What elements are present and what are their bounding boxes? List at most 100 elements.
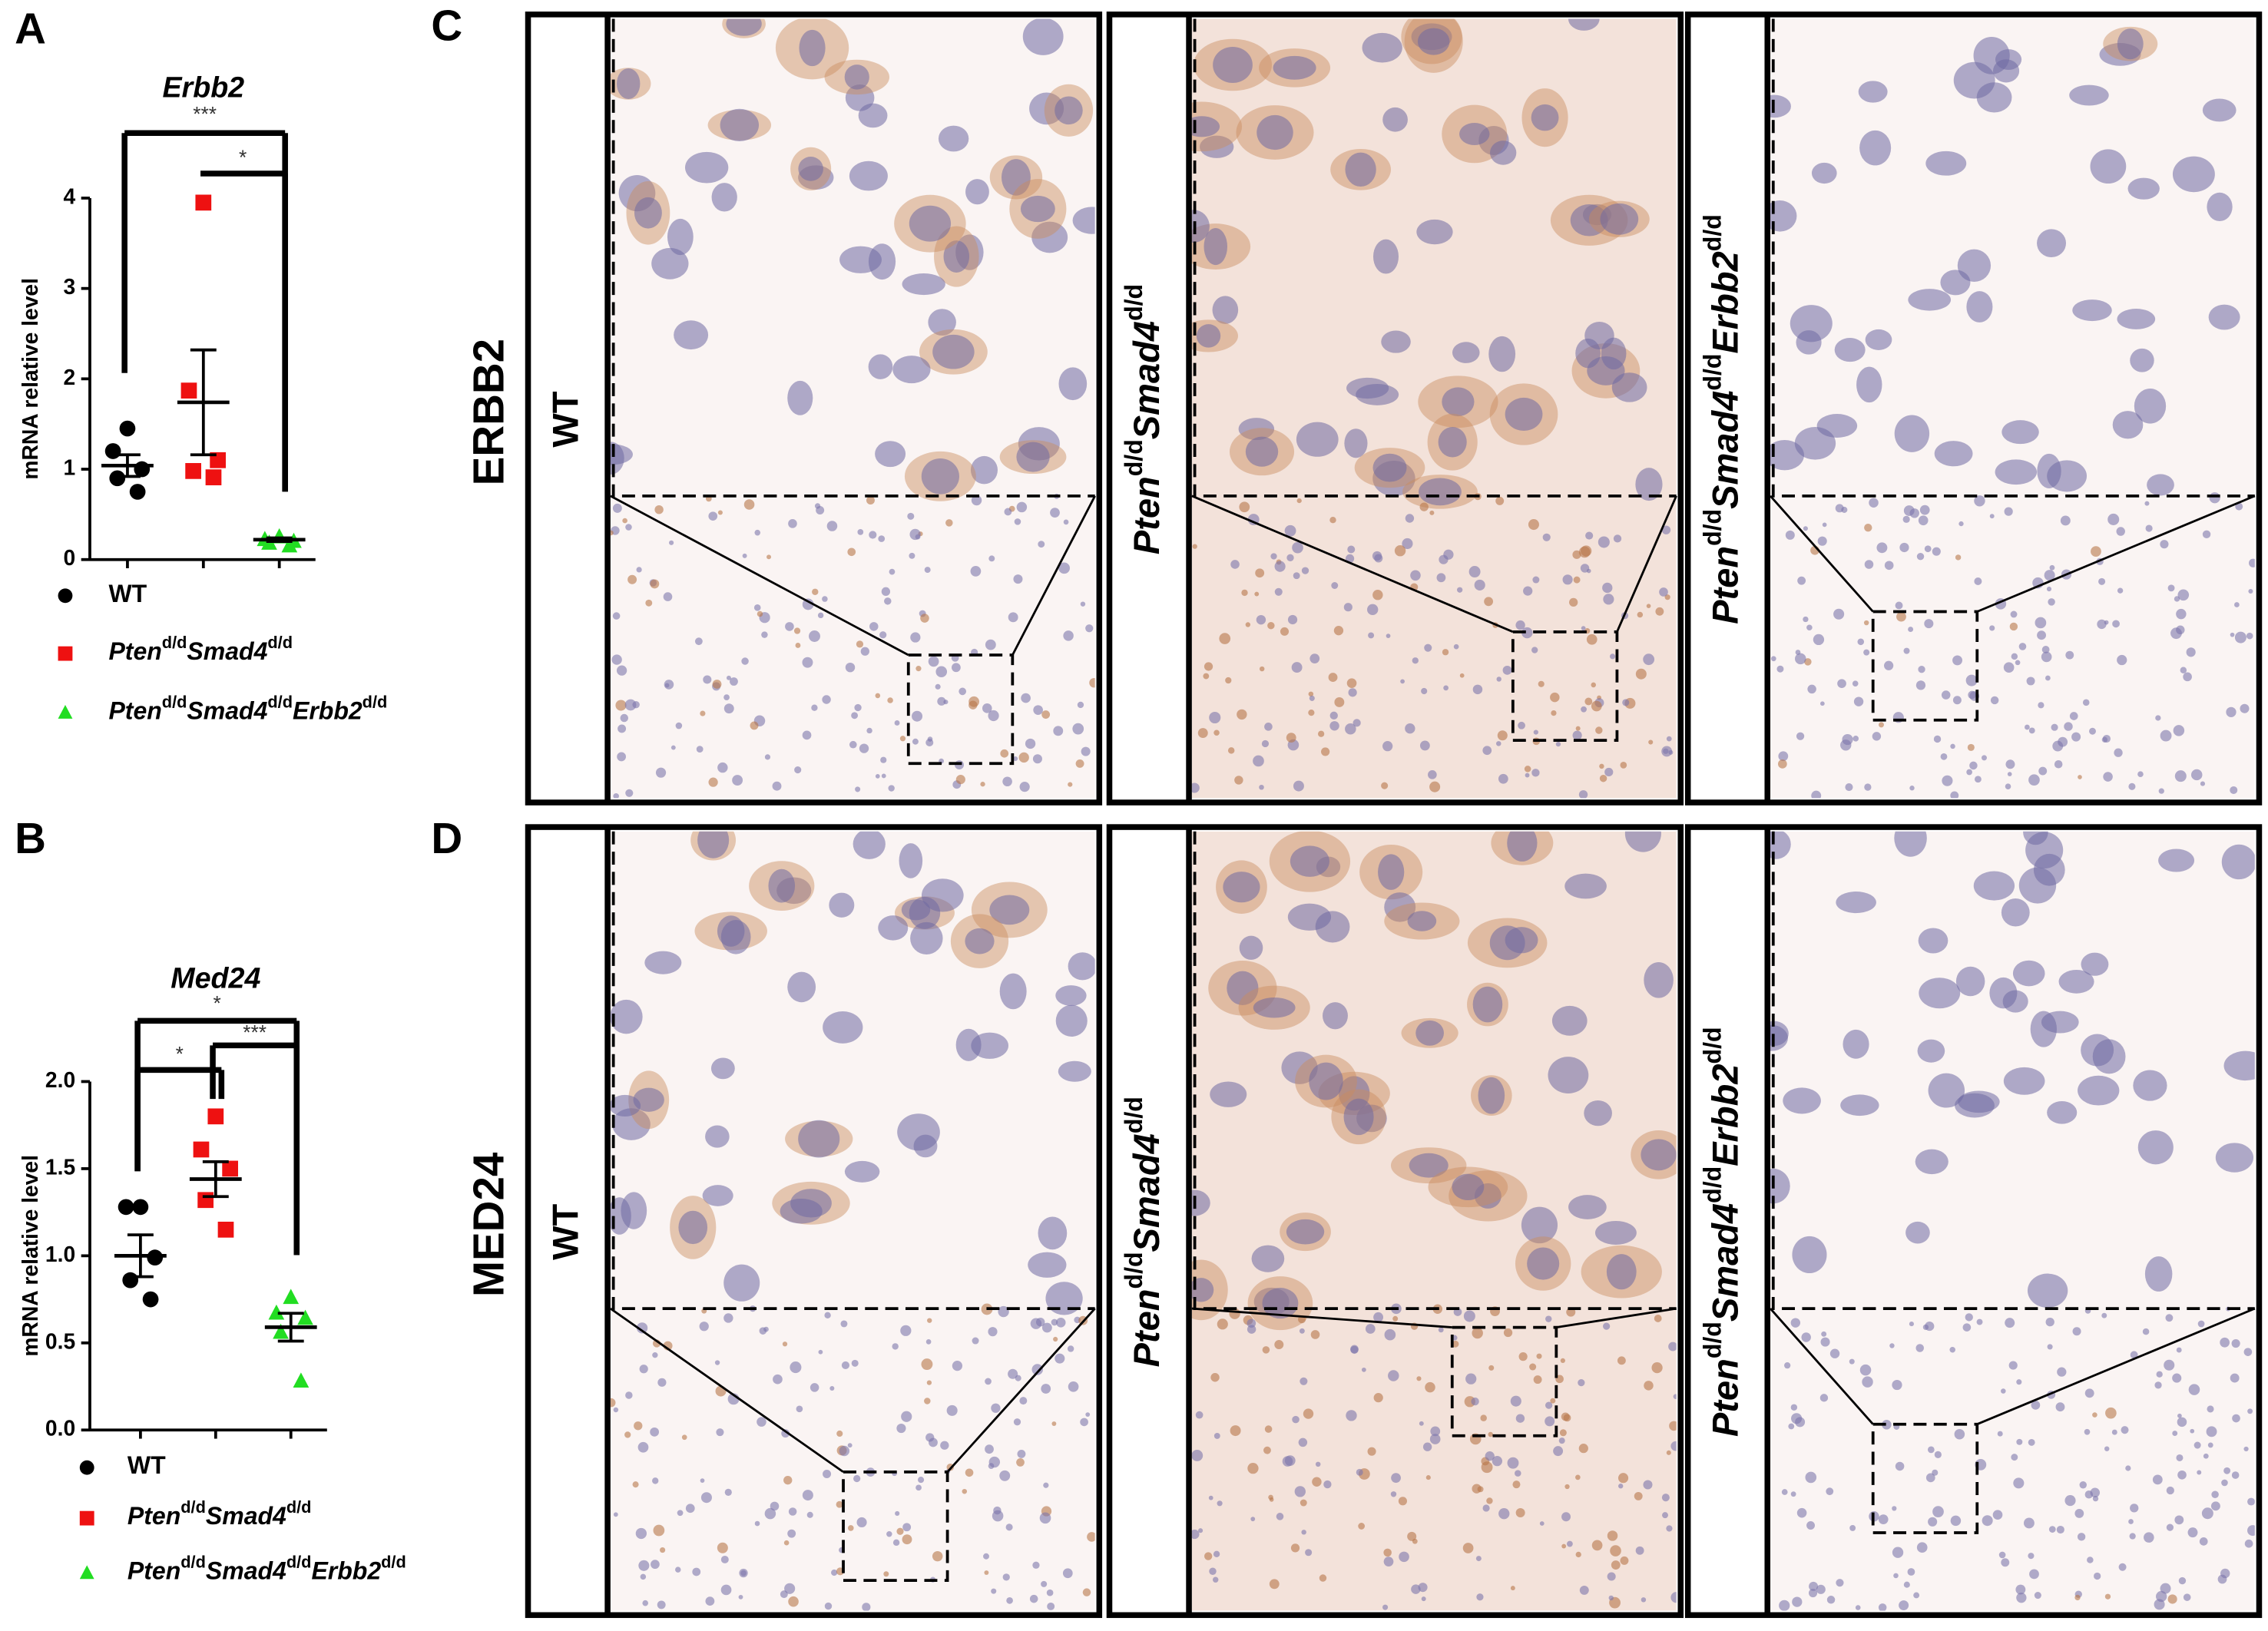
cell xyxy=(2190,1428,2195,1434)
cell xyxy=(1669,1421,1677,1431)
cell xyxy=(1982,1515,1993,1527)
cell xyxy=(1276,1513,1284,1520)
cell xyxy=(902,1534,912,1545)
cell xyxy=(1263,1446,1271,1454)
label-part: d/d xyxy=(1121,1097,1148,1133)
label-part: Smad4 xyxy=(1705,1203,1746,1322)
legend-label: Ptend/dSmad4d/dErbb2d/d xyxy=(108,693,387,725)
cell xyxy=(2156,1371,2163,1378)
cell xyxy=(1323,1480,1332,1489)
label-part: Pten xyxy=(1705,546,1746,624)
cell xyxy=(1927,1446,1935,1454)
cell xyxy=(1303,1408,1314,1419)
cell xyxy=(2007,772,2012,776)
nucleus xyxy=(2130,348,2154,372)
tissue xyxy=(1191,831,1677,1611)
cell xyxy=(1365,1324,1376,1334)
cell xyxy=(2105,1407,2117,1419)
cell xyxy=(1443,685,1449,691)
cell xyxy=(1210,1373,1220,1382)
cell xyxy=(970,566,982,577)
cell xyxy=(1864,523,1872,532)
frame xyxy=(1684,824,2263,1619)
cell xyxy=(793,627,801,634)
nucleus xyxy=(1210,1081,1247,1107)
cell xyxy=(883,1571,889,1577)
cell xyxy=(1245,622,1251,627)
cell xyxy=(1896,611,1906,622)
cell xyxy=(2078,775,2082,779)
cell xyxy=(2173,725,2185,736)
cell xyxy=(2234,631,2246,643)
cell xyxy=(892,1343,899,1350)
cell xyxy=(783,1540,790,1546)
cell xyxy=(1292,1415,1300,1424)
cell xyxy=(1308,691,1314,697)
cell xyxy=(657,1600,666,1609)
legend-marker xyxy=(79,1460,94,1475)
cell xyxy=(1016,1458,1025,1467)
cell xyxy=(1908,627,1914,633)
cell xyxy=(2180,667,2187,673)
cell xyxy=(677,1510,684,1517)
cell xyxy=(2114,748,2123,757)
cell xyxy=(1030,1318,1042,1329)
cell xyxy=(1811,790,1822,799)
cell xyxy=(1081,746,1091,756)
cell xyxy=(784,1583,796,1594)
legend-marker xyxy=(58,588,73,604)
cell xyxy=(1581,706,1587,713)
label-part: d/d xyxy=(162,633,187,652)
cell xyxy=(717,510,723,515)
nucleus xyxy=(1836,892,1876,914)
cell xyxy=(1884,660,1894,670)
nucleus xyxy=(2208,304,2240,330)
cell xyxy=(1591,1540,1603,1551)
cell xyxy=(1533,1375,1542,1385)
cell xyxy=(685,1504,695,1514)
cell xyxy=(1047,1602,1055,1610)
cell xyxy=(2248,589,2253,594)
cell xyxy=(900,1325,912,1336)
nucleus xyxy=(2030,1011,2058,1047)
cell xyxy=(1532,576,1540,584)
cell xyxy=(881,773,886,779)
cell xyxy=(1085,624,1094,633)
legend-label: Ptend/dSmad4d/dErbb2d/d xyxy=(127,1553,406,1585)
cell xyxy=(1309,695,1315,701)
cell xyxy=(788,1596,799,1607)
cell xyxy=(2048,1526,2056,1533)
cell xyxy=(822,695,831,704)
cell xyxy=(1559,1429,1567,1437)
nucleus xyxy=(1548,1057,1589,1093)
zoom-box xyxy=(842,1470,949,1582)
cell xyxy=(1398,1497,1408,1506)
nucleus xyxy=(1343,1098,1374,1136)
cell xyxy=(723,694,730,700)
nucleus xyxy=(1055,1004,1088,1037)
cell xyxy=(724,1488,732,1496)
cell xyxy=(1515,1508,1525,1518)
cell xyxy=(1436,573,1446,583)
cell xyxy=(1053,1336,1058,1342)
cell xyxy=(1004,508,1012,516)
zoom-box xyxy=(1871,1422,1979,1534)
cell xyxy=(1836,1579,1844,1587)
micrograph xyxy=(610,18,1095,799)
cell xyxy=(1602,582,1613,594)
data-point xyxy=(122,1272,139,1289)
cell xyxy=(1209,711,1221,724)
cell xyxy=(2018,643,2027,650)
cell xyxy=(2046,586,2052,592)
cell xyxy=(1536,1353,1542,1359)
cell xyxy=(1348,688,1357,697)
nucleus xyxy=(839,246,882,273)
label-part: d/d xyxy=(1699,509,1727,546)
nucleus xyxy=(1058,1060,1091,1082)
cell xyxy=(1872,732,1882,741)
cell xyxy=(1878,1603,1887,1611)
cell xyxy=(1247,1463,1259,1474)
cell xyxy=(2128,782,2136,790)
cell xyxy=(1829,1348,1840,1358)
cell xyxy=(2144,1532,2154,1543)
